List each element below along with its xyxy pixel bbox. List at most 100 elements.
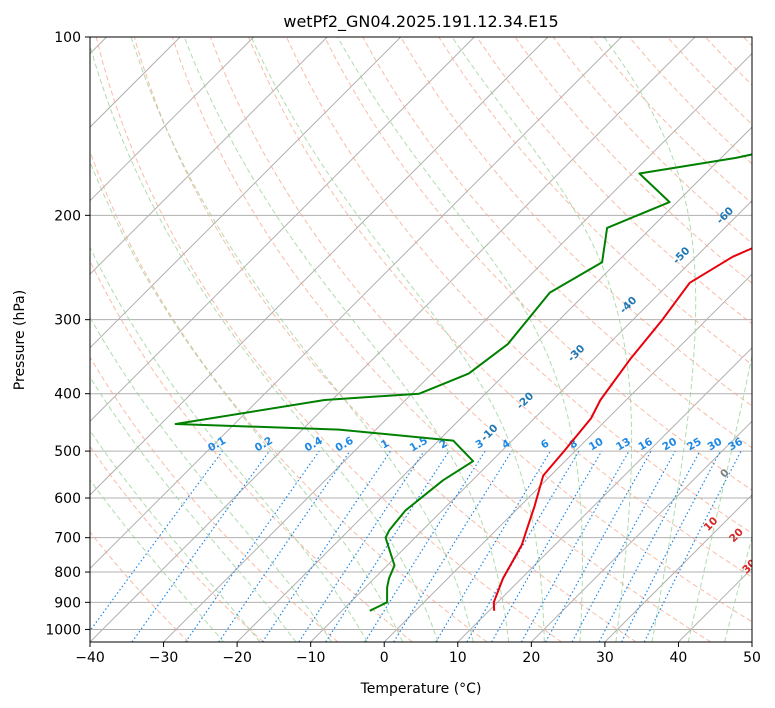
- y-tick-label: 600: [54, 491, 81, 507]
- moist-adiabat-line: [451, 37, 633, 642]
- reference-line-label: 0: [718, 467, 732, 481]
- mixing-ratio-line: [131, 450, 270, 642]
- mixing-ratio-line: [435, 450, 552, 642]
- pressure-gridlines: [90, 37, 752, 630]
- dry-adiabat-line: [743, 37, 752, 47]
- reference-line-label: 10: [702, 515, 721, 534]
- dry-adiabat-line: [438, 37, 752, 366]
- y-tick-label: 300: [54, 313, 81, 329]
- mixing-ratio-line: [218, 450, 351, 642]
- x-tick-label: −30: [149, 650, 179, 666]
- mixing-ratio-line: [325, 450, 450, 642]
- mixing-ratio-line: [90, 450, 223, 632]
- dry-adiabat-line: [209, 37, 752, 623]
- mixing-ratio-line: [520, 450, 630, 642]
- y-tick-label: 500: [54, 444, 81, 460]
- isotherm-line: [530, 420, 752, 642]
- plot-frame: [89, 36, 753, 643]
- reference-line-label: 1: [379, 437, 391, 451]
- sounding-series: [174, 153, 752, 612]
- reference-line-label: -40: [618, 294, 640, 316]
- mixing-ratio-line: [491, 450, 603, 642]
- x-tick-label: 10: [449, 650, 467, 666]
- moist-adiabat-line: [130, 37, 474, 642]
- dewpoint-line: [174, 153, 752, 612]
- y-tick-label: 700: [54, 531, 81, 547]
- dry-adiabat-line: [95, 37, 562, 642]
- mixing-ratio-line: [298, 450, 425, 642]
- isotherm-line: [90, 37, 328, 275]
- x-tick-label: 40: [670, 650, 688, 666]
- moist-adiabat-line: [603, 37, 697, 642]
- moist-adiabat-line: [250, 37, 545, 642]
- moist-adiabat-line: [90, 43, 439, 642]
- dry-adiabats: [90, 37, 752, 642]
- moist-adiabat-line: [183, 37, 510, 642]
- isotherm-line: [751, 641, 752, 642]
- moist-adiabat-line: [90, 479, 224, 642]
- isotherm-line: [383, 273, 752, 642]
- mixing-ratio-lines: [90, 450, 742, 642]
- moist-adiabat-line: [90, 376, 297, 642]
- reference-line-label: -70: [763, 163, 775, 185]
- moist-adiabat-line: [90, 429, 261, 642]
- y-tick-label: 800: [54, 565, 81, 581]
- dry-adiabat-line: [324, 37, 752, 491]
- dry-adiabat-line: [171, 37, 712, 642]
- isotherm-line: [90, 37, 255, 202]
- reference-line-labels: -100-90-80-70-60-50-40-30-20-10010203040…: [206, 163, 775, 604]
- dry-adiabat-line: [90, 150, 488, 642]
- dry-adiabat-line: [90, 531, 190, 642]
- dry-adiabat-line: [400, 37, 752, 407]
- mixing-ratio-line: [643, 450, 742, 642]
- moist-adiabat-line: [90, 316, 333, 642]
- y-tick-label: 1000: [45, 622, 81, 638]
- dry-adiabat-line: [90, 259, 413, 642]
- y-tick-label: 200: [54, 208, 81, 224]
- mixing-ratio-line: [598, 450, 701, 642]
- isotherm-line: [90, 37, 549, 496]
- reference-line-label: 30: [740, 557, 759, 576]
- mixing-ratio-line: [185, 450, 320, 642]
- isotherm-line: [163, 52, 752, 642]
- dry-adiabat-line: [666, 37, 752, 126]
- x-tick-label: −10: [296, 650, 326, 666]
- dry-adiabat-line: [704, 37, 752, 86]
- x-tick-label: 50: [743, 650, 761, 666]
- moist-adiabat-line: [337, 37, 583, 642]
- x-tick-label: −40: [75, 650, 105, 666]
- isotherm-line: [236, 126, 752, 642]
- dry-adiabat-line: [247, 37, 752, 578]
- chart-title: wetPf2_GN04.2025.191.12.34.E15: [283, 12, 558, 32]
- isotherm-line: [90, 37, 696, 642]
- isotherm-line: [604, 494, 752, 642]
- x-tick-label: 30: [596, 650, 614, 666]
- mixing-ratio-line: [621, 450, 721, 642]
- moist-adiabats: [90, 37, 752, 642]
- y-tick-label: 400: [54, 387, 81, 403]
- temperature-line: [492, 247, 752, 611]
- reference-line-label: -30: [566, 343, 588, 365]
- reference-line-label: -10: [479, 422, 501, 444]
- reference-line-label: -60: [714, 205, 736, 227]
- isotherm-line: [457, 347, 752, 642]
- dry-adiabat-line: [552, 37, 752, 244]
- isotherm-line: [90, 37, 475, 423]
- reference-line-label: 40: [756, 585, 775, 604]
- x-tick-label: −20: [222, 650, 252, 666]
- isotherm-line: [90, 37, 622, 570]
- isotherm-line: [678, 567, 752, 642]
- y-tick-label: 900: [54, 595, 81, 611]
- reference-line-label: 6: [539, 437, 551, 451]
- isotherm-line: [90, 37, 402, 349]
- x-tick-label: 0: [380, 650, 389, 666]
- x-axis-ticks: −40 −30 −20 −10 0 10 20 30 40 50: [75, 642, 761, 666]
- moist-adiabat-line: [687, 353, 752, 642]
- moist-adiabat-line: [724, 535, 752, 642]
- mixing-ratio-line: [545, 450, 652, 642]
- y-tick-label: 100: [54, 30, 81, 46]
- reference-line-label: 20: [727, 526, 746, 545]
- dry-adiabat-line: [90, 445, 264, 642]
- x-tick-label: 20: [522, 650, 540, 666]
